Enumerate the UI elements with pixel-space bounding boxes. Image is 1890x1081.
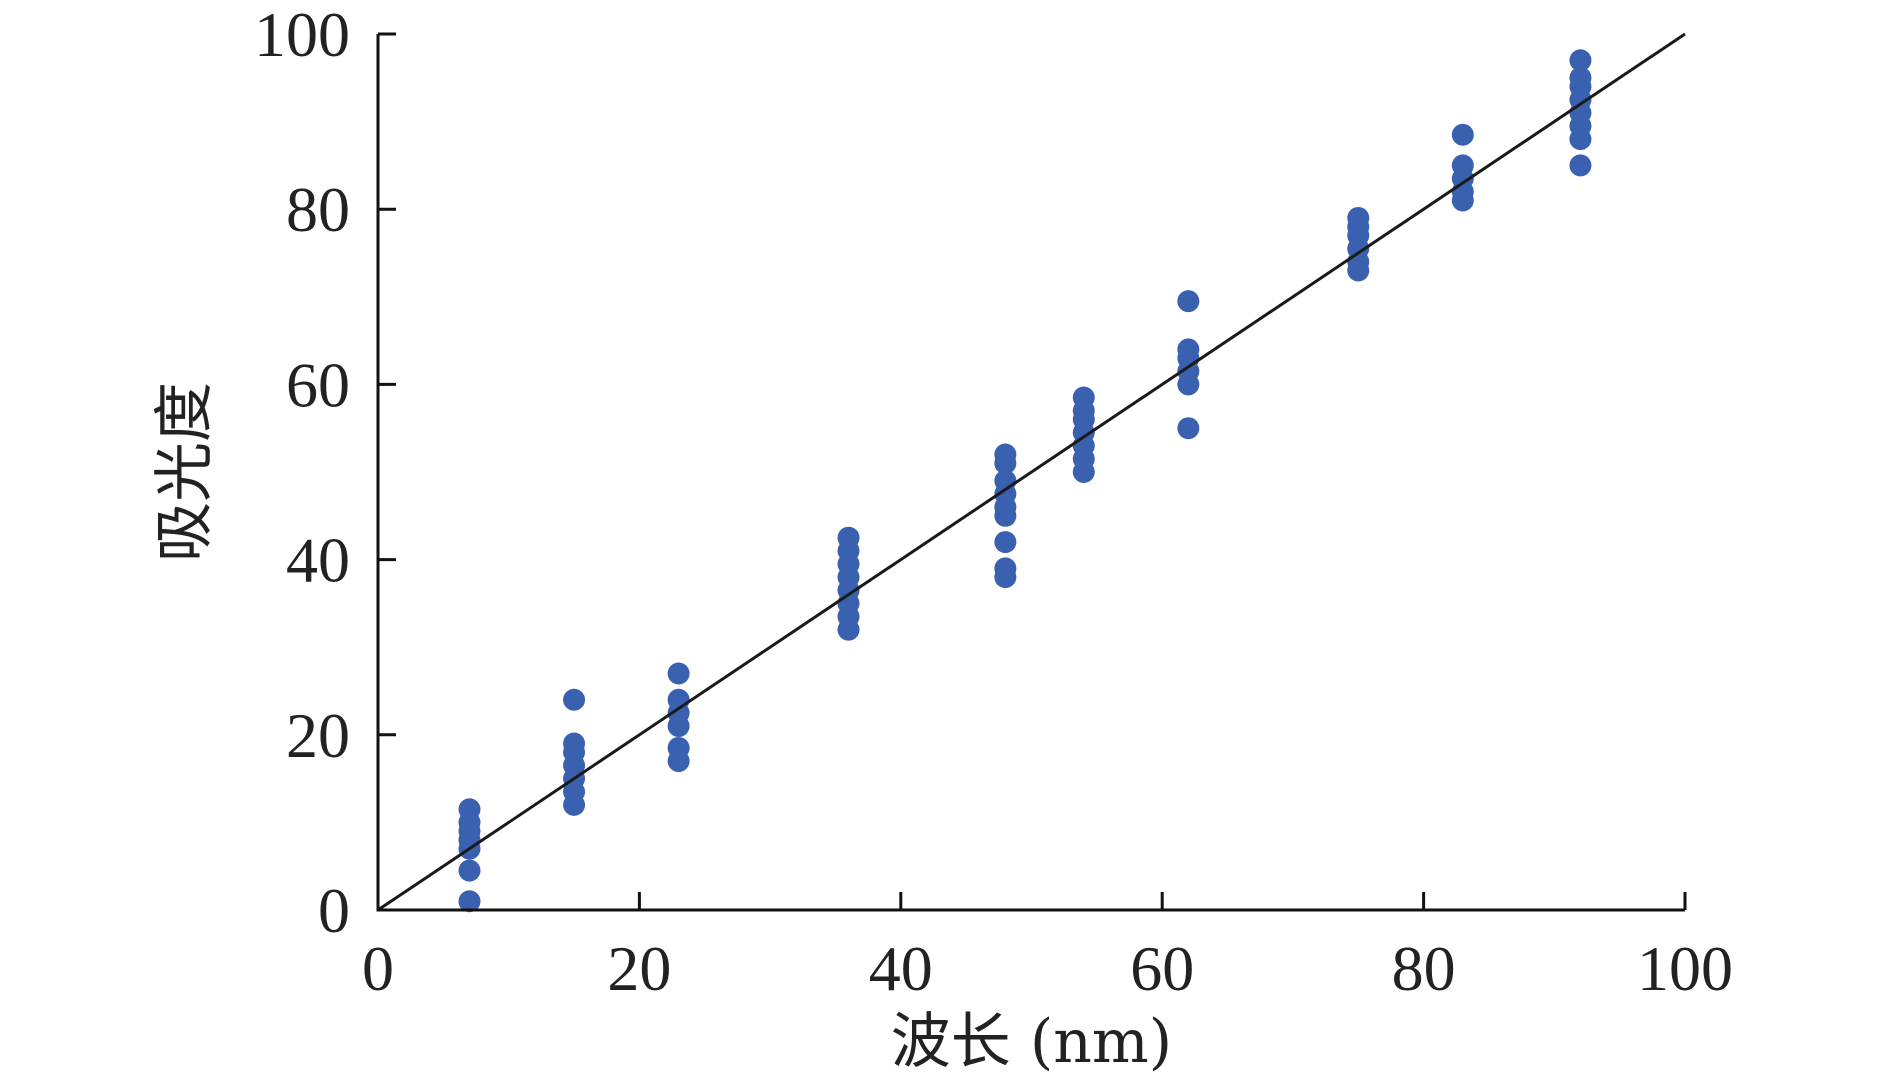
data-point: [458, 859, 481, 882]
x-tick-label: 60: [1130, 933, 1194, 1004]
data-point: [1072, 386, 1095, 409]
y-tick-label: 60: [286, 349, 350, 420]
y-tick-label: 20: [286, 700, 350, 771]
data-point: [1347, 206, 1370, 229]
data-point: [563, 688, 586, 711]
x-axis-title: 波长 (nm): [891, 1007, 1172, 1077]
data-point: [1451, 154, 1474, 177]
data-point: [1451, 123, 1474, 146]
data-point: [1177, 417, 1200, 440]
y-axis-title: 吸光度: [150, 382, 220, 562]
data-point: [458, 890, 481, 913]
y-tick-label: 40: [286, 525, 350, 596]
data-point: [1569, 66, 1592, 89]
x-tick-label: 20: [607, 933, 671, 1004]
x-axis-ticks: 0 20 40 60 80 100: [362, 892, 1733, 1004]
x-tick-label: 100: [1637, 933, 1733, 1004]
data-point: [458, 798, 481, 821]
x-tick-label: 0: [362, 933, 394, 1004]
data-point: [1177, 290, 1200, 313]
data-point: [837, 526, 860, 549]
data-points-layer: [458, 49, 1592, 913]
data-point: [994, 557, 1017, 580]
data-point: [1569, 154, 1592, 177]
y-axis-ticks: 0 20 40 60 80 100: [254, 0, 396, 946]
data-point: [1177, 338, 1200, 361]
data-point: [563, 732, 586, 755]
x-tick-label: 40: [869, 933, 933, 1004]
data-point: [667, 662, 690, 685]
y-tick-label: 80: [286, 174, 350, 245]
data-point: [994, 443, 1017, 466]
data-point: [1569, 49, 1592, 72]
y-tick-label: 0: [318, 875, 350, 946]
data-point: [667, 736, 690, 759]
x-tick-label: 80: [1392, 933, 1456, 1004]
fit-line: [377, 32, 1686, 912]
y-tick-label: 100: [254, 0, 350, 70]
data-point: [994, 531, 1017, 554]
